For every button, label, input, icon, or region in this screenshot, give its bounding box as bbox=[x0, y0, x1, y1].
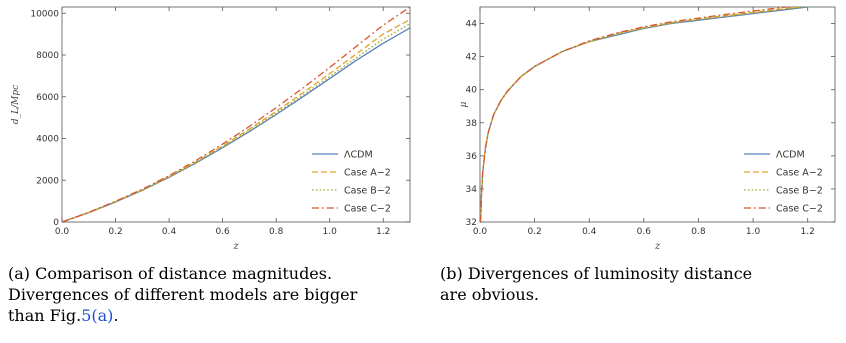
y-tick-label: 6000 bbox=[36, 93, 59, 103]
x-tick-label: 0.0 bbox=[473, 227, 488, 237]
y-axis-label: d_L/Mpc bbox=[11, 85, 21, 124]
legend-label-2: Case A−2 bbox=[776, 168, 823, 179]
legend-label-1: ΛCDM bbox=[776, 150, 805, 161]
caption-b: (b) Divergences of luminosity distance a… bbox=[440, 263, 845, 305]
x-axis-label: z bbox=[232, 241, 239, 252]
caption-a: (a) Comparison of distance magnitudes. D… bbox=[8, 263, 428, 326]
y-axis-label: μ bbox=[459, 101, 469, 107]
legend-label-3: Case B−2 bbox=[776, 186, 823, 197]
legend-label-2: Case A−2 bbox=[344, 168, 391, 179]
caption-a-line-1: Comparison of distance magnitudes. bbox=[35, 264, 333, 283]
y-tick-label: 2000 bbox=[36, 176, 59, 186]
chart-distance: 0.0 0.2 0.4 0.6 0.8 1.0 1.2 0 2000 4000 6000 8000 10… bbox=[11, 6, 411, 252]
x-tick-label: 1.0 bbox=[746, 227, 761, 237]
plot-frame bbox=[61, 6, 411, 223]
x-tick-label: 0.6 bbox=[637, 227, 652, 237]
y-tick-label: 38 bbox=[466, 119, 478, 129]
plot-frame bbox=[479, 6, 836, 223]
y-tick-label: 4000 bbox=[36, 135, 59, 145]
legend-label-1: ΛCDM bbox=[344, 150, 373, 161]
x-axis-label: z bbox=[654, 241, 661, 252]
y-tick-label: 42 bbox=[466, 53, 477, 63]
series-line-4 bbox=[62, 7, 410, 222]
legend-label-3: Case B−2 bbox=[344, 186, 391, 197]
legend-label-4: Case C−2 bbox=[776, 204, 823, 215]
legend-label-4: Case C−2 bbox=[344, 204, 391, 215]
y-tick-label: 40 bbox=[466, 86, 478, 96]
x-tick-label: 0.0 bbox=[55, 227, 70, 237]
x-tick-label: 1.0 bbox=[323, 227, 338, 237]
caption-b-label: (b) bbox=[440, 264, 463, 283]
y-tick-label: 8000 bbox=[36, 51, 59, 61]
caption-b-line-1: Divergences of luminosity distance bbox=[467, 264, 753, 283]
y-tick-label: 32 bbox=[466, 218, 477, 228]
chart-distance-modulus: 0.0 0.2 0.4 0.6 0.8 1.0 1.2 32 34 36 38 40 42 44 z μ ΛCD… bbox=[459, 6, 836, 252]
caption-b-line-2: are obvious. bbox=[440, 285, 540, 304]
y-tick-label: 36 bbox=[466, 152, 478, 162]
x-tick-label: 0.8 bbox=[269, 227, 284, 237]
series-line-4 bbox=[480, 7, 792, 222]
caption-a-line-3: than Fig. bbox=[8, 306, 82, 325]
x-tick-label: 0.2 bbox=[527, 227, 541, 237]
caption-a-label: (a) bbox=[8, 264, 31, 283]
y-tick-label: 0 bbox=[53, 218, 59, 228]
x-tick-label: 0.6 bbox=[215, 227, 230, 237]
caption-a-tail: . bbox=[113, 306, 119, 325]
x-tick-label: 1.2 bbox=[801, 227, 815, 237]
figure-reference-link[interactable]: 5(a) bbox=[81, 306, 114, 325]
x-tick-label: 0.2 bbox=[108, 227, 122, 237]
y-tick-label: 44 bbox=[466, 20, 478, 30]
y-tick-label: 34 bbox=[466, 185, 478, 195]
x-tick-label: 0.8 bbox=[691, 227, 706, 237]
caption-a-line-2: Divergences of different models are bigg… bbox=[8, 285, 358, 304]
x-tick-label: 1.2 bbox=[376, 227, 390, 237]
series-line-2 bbox=[62, 18, 410, 222]
x-tick-label: 0.4 bbox=[162, 227, 177, 237]
x-tick-label: 0.4 bbox=[582, 227, 597, 237]
y-tick-label: 10000 bbox=[30, 9, 59, 19]
